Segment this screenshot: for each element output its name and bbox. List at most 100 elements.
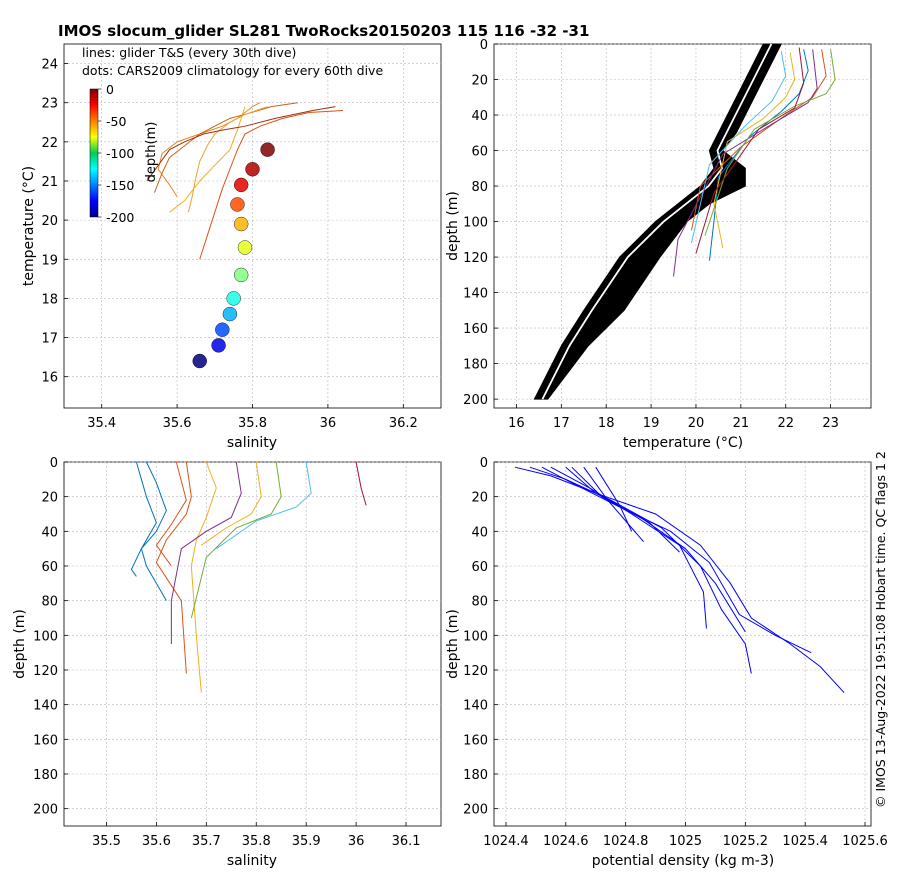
y-tick-label: 200 — [463, 803, 488, 818]
dens-x-axis-label: potential density (kg m-3) — [592, 853, 774, 869]
ts-tick-labels: 35.4 35.6 35.8 36 36.2 16 17 18 19 20 21 22 23 24 — [41, 58, 417, 431]
temp-glider-line — [713, 52, 796, 249]
sal-glider-line — [155, 461, 192, 674]
dens-glider-line — [571, 466, 680, 553]
temp-glider-line — [690, 51, 787, 243]
y-tick-label: 80 — [41, 595, 58, 610]
x-tick-label: 22 — [777, 416, 794, 431]
x-tick-label: 35.6 — [163, 416, 192, 431]
x-tick-label: 35.8 — [238, 416, 267, 431]
y-tick-label: 140 — [463, 287, 488, 302]
dens-grid — [494, 461, 871, 826]
climatology-dot — [215, 322, 230, 337]
climatology-dot — [222, 306, 238, 322]
temp-glider-line — [695, 47, 805, 254]
credit-text: © IMOS 13-Aug-2022 19:51:08 Hobart time.… — [873, 451, 888, 808]
y-tick-label: 20 — [471, 491, 488, 506]
x-tick-label: 35.6 — [142, 834, 171, 849]
ts-glider-line — [187, 106, 268, 213]
figure-title: IMOS slocum_glider SL281 TwoRocks2015020… — [58, 22, 590, 40]
y-tick-label: 0 — [480, 38, 488, 53]
y-tick-label: 180 — [463, 768, 488, 783]
x-tick-label: 18 — [598, 416, 615, 431]
ts-glider-line — [146, 106, 336, 182]
climatology-dot — [233, 267, 249, 283]
y-tick-label: 20 — [471, 74, 488, 89]
colorbar-label: depth(m) — [144, 122, 159, 183]
x-tick-label: 35.5 — [92, 834, 121, 849]
x-tick-label: 35.9 — [292, 834, 321, 849]
colorbar-tick-label: 0 — [106, 82, 114, 97]
y-tick-label: 160 — [463, 322, 488, 337]
y-tick-label: 180 — [463, 358, 488, 373]
y-tick-label: 60 — [471, 560, 488, 575]
sal-glider-line — [216, 461, 312, 550]
dens-glider-line — [550, 466, 707, 629]
colorbar-tick-label: -100 — [106, 146, 134, 161]
sal-glider-line — [140, 461, 167, 601]
x-tick-label: 19 — [643, 416, 660, 431]
y-tick-label: 22 — [41, 136, 58, 151]
y-tick-label: 160 — [463, 733, 488, 748]
x-tick-label: 23 — [822, 416, 839, 431]
dens-glider-line — [514, 466, 845, 693]
y-tick-label: 24 — [41, 58, 58, 73]
y-tick-label: 40 — [471, 109, 488, 124]
legend-line-2: dots: CARS2009 climatology for every 60t… — [82, 63, 383, 78]
colorbar-tick-labels: 0 -50 -100 -150 -200 — [98, 82, 134, 225]
y-tick-label: 21 — [41, 175, 58, 190]
climatology-dot — [226, 291, 241, 306]
x-tick-label: 16 — [508, 416, 525, 431]
colorbar-tick-label: -150 — [106, 178, 134, 193]
ts-diagram-panel: 35.4 35.6 35.8 36 36.2 16 17 18 19 20 21 22 23 24 sal… — [21, 43, 442, 451]
climatology-dot — [192, 353, 207, 369]
y-tick-label: 80 — [471, 595, 488, 610]
legend-line-1: lines: glider T&S (every 30th dive) — [82, 45, 296, 60]
y-tick-label: 100 — [463, 629, 488, 644]
dens-glider-line — [595, 466, 633, 532]
y-tick-label: 140 — [463, 699, 488, 714]
dens-glider-line — [565, 466, 746, 633]
ts-climatology-dots — [192, 142, 275, 369]
colorbar-tick-label: -200 — [106, 210, 134, 225]
dens-y-axis-label: depth (m) — [445, 609, 461, 679]
y-tick-label: 16 — [41, 371, 58, 386]
y-tick-label: 200 — [33, 803, 58, 818]
y-tick-label: 200 — [463, 393, 488, 408]
x-tick-label: 36.2 — [389, 416, 418, 431]
sal-glider-line — [190, 461, 217, 693]
dens-glider-lines — [514, 466, 845, 693]
y-tick-label: 100 — [33, 629, 58, 644]
sal-glider-lines — [130, 461, 367, 693]
y-tick-label: 80 — [471, 180, 488, 195]
y-tick-label: 100 — [463, 216, 488, 231]
x-tick-label: 36 — [320, 416, 337, 431]
ts-glider-line — [199, 110, 344, 260]
dens-glider-line — [541, 466, 812, 654]
x-tick-label: 1025.4 — [782, 834, 828, 849]
sal-glider-line — [155, 461, 187, 567]
temp-y-axis-label: depth (m) — [445, 191, 461, 261]
sal-glider-line — [130, 461, 157, 577]
x-tick-label: 1024.4 — [483, 834, 529, 849]
x-tick-label: 36 — [348, 834, 365, 849]
y-tick-label: 20 — [41, 214, 58, 229]
x-tick-label: 35.7 — [192, 834, 221, 849]
x-tick-label: 1024.6 — [543, 834, 589, 849]
sal-glider-line — [355, 461, 367, 506]
y-tick-label: 140 — [33, 699, 58, 714]
sal-axes-box — [63, 461, 442, 827]
x-tick-label: 35.4 — [87, 416, 116, 431]
dens-glider-line — [583, 466, 644, 543]
sal-x-axis-label: salinity — [227, 853, 277, 869]
dens-axes-box — [493, 461, 872, 827]
y-tick-label: 180 — [33, 768, 58, 783]
y-tick-label: 0 — [480, 456, 488, 471]
sal-glider-line — [190, 461, 282, 619]
x-tick-label: 1024.8 — [603, 834, 649, 849]
y-tick-label: 19 — [41, 253, 58, 268]
sal-y-axis-label: depth (m) — [12, 609, 28, 679]
y-tick-label: 120 — [463, 664, 488, 679]
climatology-dot — [237, 240, 253, 255]
